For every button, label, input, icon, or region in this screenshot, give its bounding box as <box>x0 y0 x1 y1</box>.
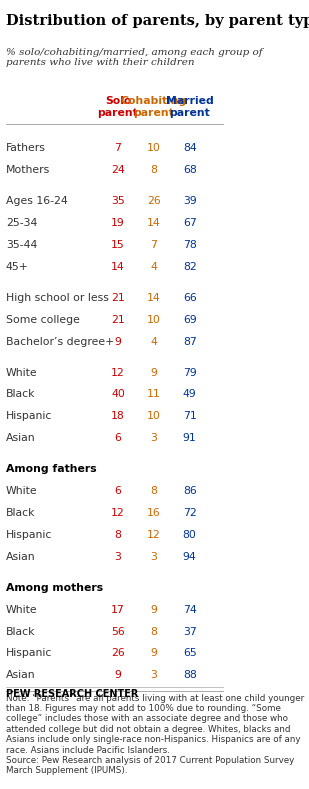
Text: 12: 12 <box>111 508 125 518</box>
Text: White: White <box>6 486 37 496</box>
Text: 8: 8 <box>115 530 121 540</box>
Text: 87: 87 <box>183 337 197 346</box>
Text: 8: 8 <box>150 626 157 637</box>
Text: Note: “Parents” are all parents living with at least one child younger than 18. : Note: “Parents” are all parents living w… <box>6 694 304 776</box>
Text: 10: 10 <box>147 143 161 153</box>
Text: 8: 8 <box>150 486 157 496</box>
Text: Asian: Asian <box>6 552 36 562</box>
Text: 26: 26 <box>111 649 125 659</box>
Text: White: White <box>6 604 37 615</box>
Text: Among fathers: Among fathers <box>6 464 96 474</box>
Text: 91: 91 <box>183 433 197 443</box>
Text: Distribution of parents, by parent type: Distribution of parents, by parent type <box>6 14 309 28</box>
Text: 3: 3 <box>115 552 121 562</box>
Text: 3: 3 <box>150 433 157 443</box>
Text: Fathers: Fathers <box>6 143 46 153</box>
Text: % solo/cohabiting/married, among each group of
parents who live with their child: % solo/cohabiting/married, among each gr… <box>6 48 263 67</box>
Text: 78: 78 <box>183 240 197 250</box>
Text: Hispanic: Hispanic <box>6 530 52 540</box>
Text: 10: 10 <box>147 411 161 421</box>
Text: Black: Black <box>6 390 35 399</box>
Text: High school or less: High school or less <box>6 293 109 303</box>
Text: Some college: Some college <box>6 315 80 325</box>
Text: 21: 21 <box>111 293 125 303</box>
Text: Hispanic: Hispanic <box>6 411 52 421</box>
Text: 11: 11 <box>147 390 161 399</box>
Text: 65: 65 <box>183 649 197 659</box>
Text: 14: 14 <box>111 262 125 271</box>
Text: 49: 49 <box>183 390 197 399</box>
Text: 16: 16 <box>147 508 161 518</box>
Text: 71: 71 <box>183 411 197 421</box>
Text: Hispanic: Hispanic <box>6 649 52 659</box>
Text: 12: 12 <box>147 530 161 540</box>
Text: 40: 40 <box>111 390 125 399</box>
Text: 4: 4 <box>150 337 157 346</box>
Text: 74: 74 <box>183 604 197 615</box>
Text: 56: 56 <box>111 626 125 637</box>
Text: 9: 9 <box>115 337 121 346</box>
Text: 21: 21 <box>111 315 125 325</box>
Text: Asian: Asian <box>6 671 36 680</box>
Text: 80: 80 <box>183 530 197 540</box>
Text: 79: 79 <box>183 368 197 378</box>
Text: 10: 10 <box>147 315 161 325</box>
Text: 14: 14 <box>147 293 161 303</box>
Text: 9: 9 <box>150 368 157 378</box>
Text: 86: 86 <box>183 486 197 496</box>
Text: Cohabiting
parent: Cohabiting parent <box>121 96 187 118</box>
Text: PEW RESEARCH CENTER: PEW RESEARCH CENTER <box>6 690 138 700</box>
Text: 7: 7 <box>115 143 121 153</box>
Text: 7: 7 <box>150 240 157 250</box>
Text: Black: Black <box>6 508 35 518</box>
Text: Married
parent: Married parent <box>166 96 214 118</box>
Text: Bachelor’s degree+: Bachelor’s degree+ <box>6 337 114 346</box>
Text: White: White <box>6 368 37 378</box>
Text: 9: 9 <box>115 671 121 680</box>
Text: 66: 66 <box>183 293 197 303</box>
Text: 94: 94 <box>183 552 197 562</box>
Text: Black: Black <box>6 626 35 637</box>
Text: 6: 6 <box>115 433 121 443</box>
Text: 37: 37 <box>183 626 197 637</box>
Text: 19: 19 <box>111 218 125 228</box>
Text: 9: 9 <box>150 604 157 615</box>
Text: 35-44: 35-44 <box>6 240 37 250</box>
Text: 18: 18 <box>111 411 125 421</box>
Text: 67: 67 <box>183 218 197 228</box>
Text: Ages 16-24: Ages 16-24 <box>6 196 68 206</box>
Text: 17: 17 <box>111 604 125 615</box>
Text: 72: 72 <box>183 508 197 518</box>
Text: 88: 88 <box>183 671 197 680</box>
Text: 4: 4 <box>150 262 157 271</box>
Text: 3: 3 <box>150 671 157 680</box>
Text: 6: 6 <box>115 486 121 496</box>
Text: 25-34: 25-34 <box>6 218 37 228</box>
Text: 14: 14 <box>147 218 161 228</box>
Text: 24: 24 <box>111 165 125 175</box>
Text: Asian: Asian <box>6 433 36 443</box>
Text: 3: 3 <box>150 552 157 562</box>
Text: 45+: 45+ <box>6 262 29 271</box>
Text: 9: 9 <box>150 649 157 659</box>
Text: 68: 68 <box>183 165 197 175</box>
Text: 26: 26 <box>147 196 161 206</box>
Text: 35: 35 <box>111 196 125 206</box>
Text: Mothers: Mothers <box>6 165 50 175</box>
Text: 84: 84 <box>183 143 197 153</box>
Text: 82: 82 <box>183 262 197 271</box>
Text: Among mothers: Among mothers <box>6 583 103 593</box>
Text: 12: 12 <box>111 368 125 378</box>
Text: Solo
parent: Solo parent <box>98 96 138 118</box>
Text: 69: 69 <box>183 315 197 325</box>
Text: 39: 39 <box>183 196 197 206</box>
Text: 8: 8 <box>150 165 157 175</box>
Text: 15: 15 <box>111 240 125 250</box>
